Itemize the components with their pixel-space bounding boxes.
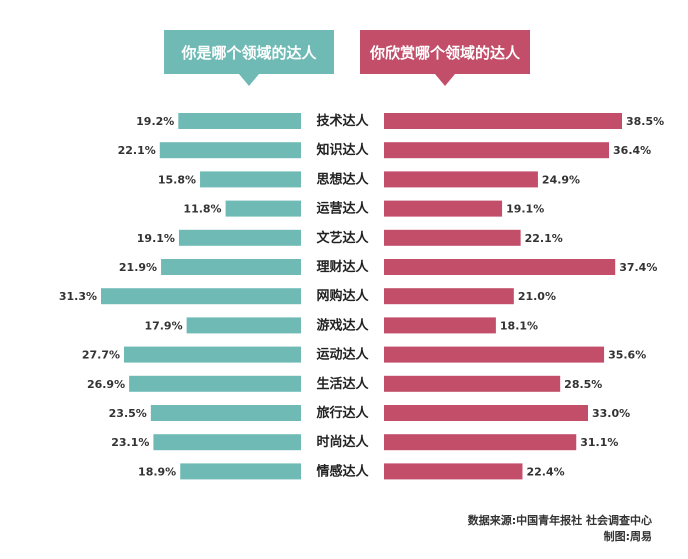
category-label: 旅行达人 — [316, 405, 369, 421]
right-bar — [384, 259, 616, 275]
left-value-label: 23.5% — [109, 407, 147, 420]
right-value-label: 18.1% — [500, 319, 538, 332]
left-bar — [129, 375, 301, 392]
left-bar — [124, 346, 301, 363]
left-header: 你是哪个领域的达人 — [164, 30, 334, 86]
right-bar — [384, 200, 503, 217]
left-bar — [178, 229, 301, 246]
right-bar — [384, 375, 561, 392]
right-value-label: 33.0% — [592, 407, 630, 420]
category-label: 网购达人 — [316, 288, 369, 304]
category-label: 生活达人 — [316, 376, 369, 392]
right-value-label: 36.4% — [613, 144, 651, 157]
right-header: 你欣赏哪个领域的达人 — [360, 30, 530, 86]
category-label: 运动达人 — [316, 347, 369, 363]
left-header-pointer — [239, 74, 259, 86]
category-label: 技术达人 — [316, 113, 369, 129]
right-bar — [384, 434, 577, 451]
left-bar — [159, 142, 301, 159]
left-value-label: 22.1% — [118, 144, 156, 157]
right-value-label: 38.5% — [626, 115, 664, 128]
left-header-label: 你是哪个领域的达人 — [181, 43, 317, 62]
right-value-label: 19.1% — [506, 203, 544, 216]
butterfly-bar-chart: 19.2% 技术达人 38.5% 22.1% 知识达人 36.4% 15.8% 思想达人 24.… — [59, 113, 664, 480]
left-bar — [101, 288, 301, 305]
left-value-label: 31.3% — [59, 290, 97, 303]
right-bar — [384, 113, 622, 129]
right-bar — [384, 463, 523, 480]
right-value-label: 24.9% — [542, 173, 580, 186]
left-bar — [161, 259, 301, 275]
right-bar — [384, 229, 521, 246]
right-value-label: 21.0% — [518, 290, 556, 303]
left-bar — [200, 171, 301, 188]
left-value-label: 18.9% — [138, 465, 176, 478]
left-value-label: 19.1% — [137, 232, 175, 245]
source-note: 数据来源:中国青年报社 社会调查中心 — [467, 514, 652, 527]
left-bar — [150, 405, 301, 421]
category-label: 理财达人 — [316, 259, 369, 275]
category-label: 游戏达人 — [316, 317, 369, 333]
left-value-label: 11.8% — [183, 203, 221, 216]
left-bar — [178, 113, 301, 129]
right-bar — [384, 288, 514, 305]
category-label: 情感达人 — [316, 463, 369, 479]
right-value-label: 22.4% — [526, 465, 564, 478]
credit-note: 制图:周易 — [603, 530, 652, 543]
right-bar — [384, 405, 588, 421]
category-label: 思想达人 — [316, 171, 369, 187]
left-value-label: 23.1% — [111, 436, 149, 449]
left-value-label: 17.9% — [144, 319, 182, 332]
left-value-label: 27.7% — [82, 349, 120, 362]
right-header-label: 你欣赏哪个领域的达人 — [369, 43, 520, 62]
left-value-label: 21.9% — [119, 261, 157, 274]
category-label: 知识达人 — [316, 142, 369, 158]
left-value-label: 15.8% — [158, 173, 196, 186]
left-bar — [225, 200, 301, 217]
right-value-label: 31.1% — [580, 436, 618, 449]
right-bar — [384, 346, 605, 363]
category-label: 运营达人 — [316, 201, 369, 217]
right-value-label: 28.5% — [564, 378, 602, 391]
right-bar — [384, 171, 538, 188]
right-value-label: 35.6% — [608, 349, 646, 362]
right-header-pointer — [435, 74, 455, 86]
left-bar — [153, 434, 301, 451]
left-value-label: 19.2% — [136, 115, 174, 128]
right-value-label: 37.4% — [619, 261, 657, 274]
left-bar — [180, 463, 301, 480]
category-label: 时尚达人 — [316, 434, 369, 450]
right-value-label: 22.1% — [525, 232, 563, 245]
right-bar — [384, 142, 610, 159]
category-label: 文艺达人 — [316, 230, 369, 246]
right-bar — [384, 317, 496, 334]
left-bar — [186, 317, 301, 334]
left-value-label: 26.9% — [87, 378, 125, 391]
